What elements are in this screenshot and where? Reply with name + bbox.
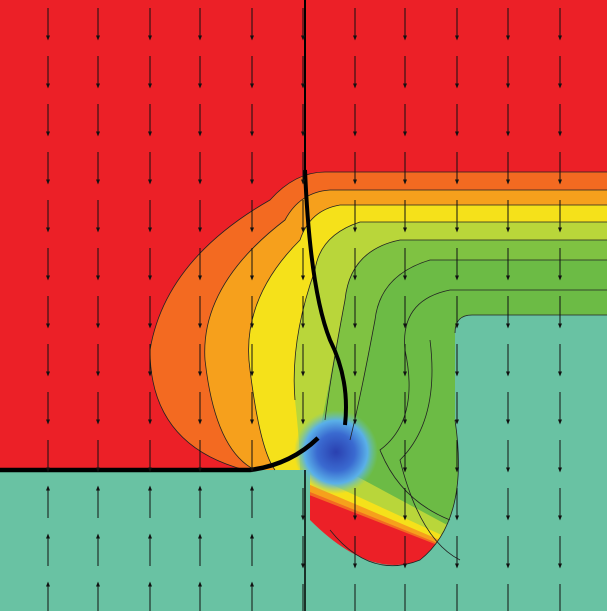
page: (() => { const g = document.getElementBy… xyxy=(0,0,607,611)
field-plot xyxy=(0,0,607,611)
